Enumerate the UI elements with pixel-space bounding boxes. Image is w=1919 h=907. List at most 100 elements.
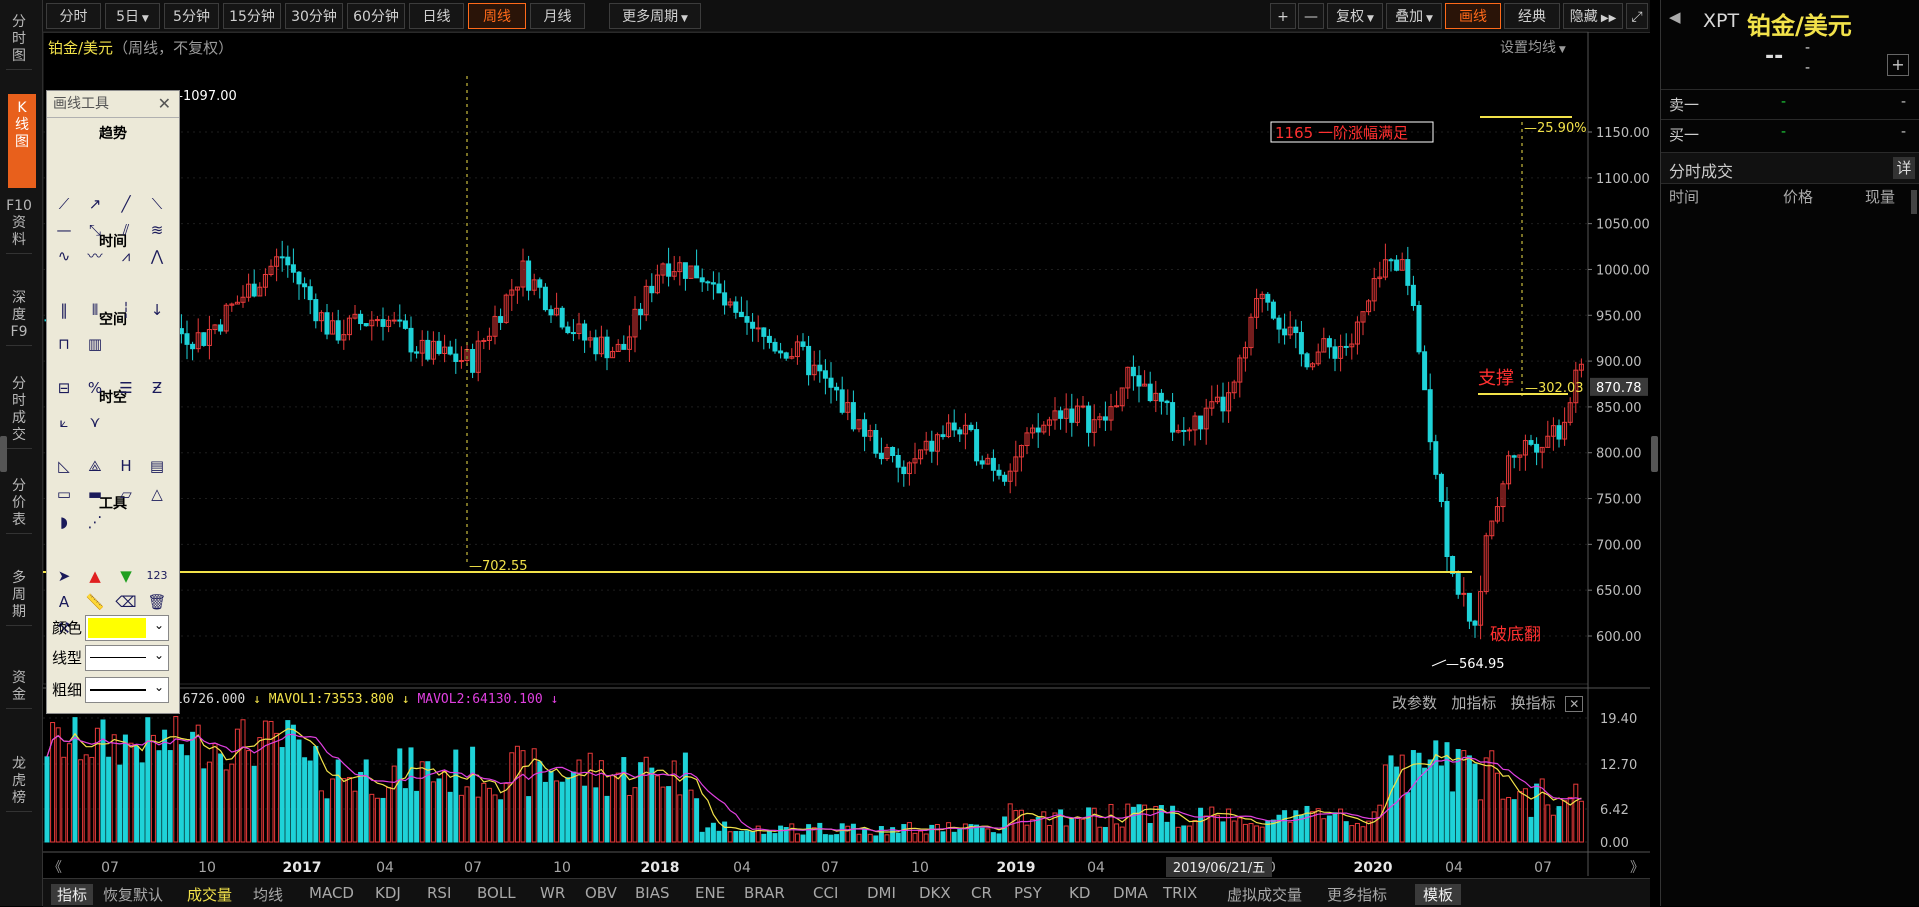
percent-icon[interactable]: % — [87, 379, 103, 397]
indicator-tab-14[interactable]: DMI — [867, 884, 896, 902]
up-arrow-icon[interactable]: ▲ — [89, 567, 101, 585]
indicator-tab-9[interactable]: OBV — [585, 884, 617, 902]
z-line-icon[interactable]: Ƶ — [151, 379, 163, 397]
indicator-tab-13[interactable]: CCI — [813, 884, 839, 902]
set-ma-button[interactable]: 设置均线 ▼ — [1500, 37, 1566, 57]
indicator-tab-16[interactable]: CR — [971, 884, 992, 902]
collapse-left-handle[interactable] — [0, 436, 7, 472]
thickness-select[interactable]: ⌄ — [85, 677, 169, 703]
period-5day[interactable]: 5日 ▼ — [105, 3, 160, 29]
tab-dragon-tiger[interactable]: 龙虎榜 — [6, 756, 32, 812]
fuquan-button[interactable]: 复权 ▼ — [1327, 3, 1383, 29]
add-indicator-button[interactable]: 加指标 — [1451, 694, 1497, 712]
indicator-tab-17[interactable]: PSY — [1014, 884, 1042, 902]
period-lines-icon[interactable]: ‖ — [60, 301, 68, 319]
period-monthly[interactable]: 月线 — [530, 3, 585, 29]
bracket-icon[interactable]: H — [120, 457, 132, 475]
fib-arc-icon[interactable]: ⋰ — [87, 513, 103, 531]
tab-fund[interactable]: 资金 — [6, 670, 32, 709]
tab-multi-period[interactable]: 多周期 — [6, 570, 32, 626]
time-grid-icon[interactable]: ▥ — [87, 335, 103, 353]
number-label-icon[interactable]: 123 — [146, 569, 168, 582]
indicator-tab-3[interactable]: 均线 — [253, 886, 284, 904]
close-icon[interactable]: ✕ — [157, 94, 171, 113]
indicator-tab-20[interactable]: TRIX — [1163, 884, 1198, 902]
cycle-lines-icon[interactable]: ┆ — [121, 301, 131, 319]
w-pattern-icon[interactable]: ⋀ — [150, 247, 164, 265]
line-segment-icon[interactable]: ⟋ — [58, 195, 70, 213]
rectangle-icon[interactable]: ▭ — [56, 485, 72, 503]
box-icon[interactable]: ▬ — [87, 485, 103, 503]
indicator-tab-11[interactable]: ENE — [695, 884, 726, 902]
zigzag-icon[interactable]: ∿ — [57, 247, 71, 265]
trash-icon[interactable]: 🗑 — [147, 593, 167, 611]
period-15min[interactable]: 15分钟 — [223, 3, 281, 29]
indicator-tab-10[interactable]: BIAS — [635, 884, 670, 902]
tab-ticks[interactable]: 分时成交 — [6, 376, 32, 449]
scrollbar[interactable] — [1911, 190, 1917, 214]
text-icon[interactable]: A — [58, 593, 70, 611]
indicator-tab-1[interactable]: 恢复默认 — [103, 886, 164, 904]
indicator-tab-5[interactable]: KDJ — [375, 884, 401, 902]
ray-icon[interactable]: ↗ — [88, 195, 102, 213]
time-arrow-icon[interactable]: ↓ — [150, 301, 164, 319]
indicator-tab-7[interactable]: BOLL — [477, 884, 516, 902]
indicator-tab-4[interactable]: MACD — [309, 884, 354, 902]
indicator-tab-18[interactable]: KD — [1069, 884, 1091, 902]
tab-price-table[interactable]: 分价表 — [6, 478, 32, 534]
close-icon[interactable]: ✕ — [1565, 696, 1584, 712]
channel-icon[interactable]: ≋ — [150, 221, 164, 239]
fibonacci-time-icon[interactable]: ⦀ — [91, 301, 99, 319]
ruler-icon[interactable]: 📏 — [85, 593, 105, 611]
zoom-out-button[interactable]: — — [1298, 3, 1324, 29]
trend-line-icon[interactable]: ⟍ — [151, 195, 163, 213]
indicator-tab-6[interactable]: RSI — [427, 884, 452, 902]
tab-f10[interactable]: F10 资料 — [6, 198, 32, 254]
elliott-wave-icon[interactable]: ⩘ — [121, 247, 131, 265]
tab-fenshi[interactable]: 分时图 — [6, 14, 32, 70]
classic-button[interactable]: 经典 — [1504, 3, 1560, 29]
period-30min[interactable]: 30分钟 — [285, 3, 343, 29]
arrow-line-icon[interactable]: ⤡ — [88, 221, 101, 239]
parallelogram-icon[interactable]: ▱ — [120, 485, 132, 503]
horizontal-line-icon[interactable]: — — [56, 221, 72, 239]
collapse-right-handle[interactable] — [1651, 436, 1658, 472]
indicator-tab-23[interactable]: 模板 — [1415, 884, 1462, 905]
settings-tools-icon[interactable]: ⚒ — [57, 619, 71, 637]
period-daily[interactable]: 日线 — [409, 3, 464, 29]
expand-icon[interactable]: ⤢ — [1626, 3, 1648, 29]
add-watchlist-button[interactable]: + — [1887, 54, 1909, 76]
fib-fan-icon[interactable]: ⟁ — [88, 457, 102, 475]
grid-icon[interactable]: ▤ — [149, 457, 165, 475]
gann-fan-icon[interactable]: ◺ — [58, 457, 70, 475]
fan-icon[interactable]: ⋎ — [89, 413, 101, 431]
eraser-icon[interactable]: ⌫ — [115, 593, 137, 611]
indicator-tab-22[interactable]: 更多指标 — [1327, 886, 1388, 904]
hide-button[interactable]: 隐藏 ▶▶ — [1563, 3, 1623, 29]
tab-depth[interactable]: 深度 F9 — [6, 290, 32, 346]
period-5min[interactable]: 5分钟 — [164, 3, 219, 29]
indicator-tab-15[interactable]: DKX — [919, 884, 951, 902]
period-60min[interactable]: 60分钟 — [347, 3, 405, 29]
speed-lines-icon[interactable]: ⟀ — [59, 413, 69, 431]
line-type-select[interactable]: ⌄ — [85, 645, 169, 671]
period-fenshi[interactable]: 分时 — [46, 3, 101, 29]
down-arrow-icon[interactable]: ▼ — [120, 567, 132, 585]
period-weekly[interactable]: 周线 — [468, 3, 526, 29]
arc-icon[interactable]: ◗ — [60, 513, 68, 531]
left-arrow-icon[interactable]: ◀ — [1669, 8, 1681, 26]
levels-icon[interactable]: ☰ — [119, 379, 133, 397]
change-indicator-button[interactable]: 换指标 — [1510, 694, 1556, 712]
change-params-button[interactable]: 改参数 — [1392, 694, 1438, 712]
time-zone-icon[interactable]: ⊓ — [58, 335, 70, 353]
indicator-tab-8[interactable]: WR — [540, 884, 566, 902]
parallel-line-icon[interactable]: ⫽ — [122, 221, 130, 239]
draw-line-button[interactable]: 画线 — [1445, 3, 1501, 29]
pointer-icon[interactable]: ➤ — [57, 567, 71, 585]
indicator-tab-19[interactable]: DMA — [1113, 884, 1148, 902]
indicator-tab-2[interactable]: 成交量 — [187, 886, 233, 904]
triangle-icon[interactable]: △ — [151, 485, 163, 503]
indicator-tab-0[interactable]: 指标 — [51, 884, 94, 905]
